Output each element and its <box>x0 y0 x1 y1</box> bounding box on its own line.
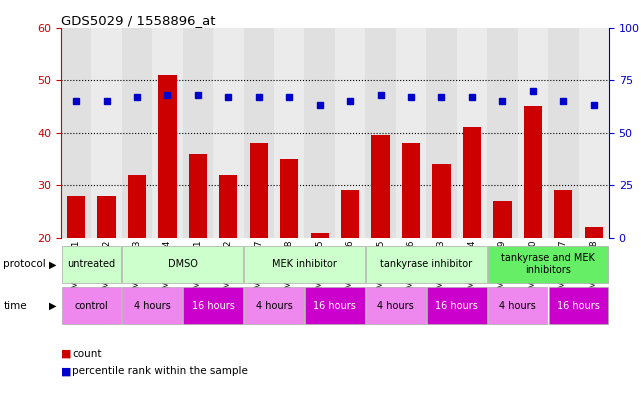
Text: protocol: protocol <box>3 259 46 270</box>
Bar <box>244 28 274 238</box>
Bar <box>371 135 390 238</box>
Bar <box>548 28 578 238</box>
Bar <box>365 28 396 238</box>
Bar <box>244 287 304 324</box>
Bar <box>426 28 456 238</box>
Text: 16 hours: 16 hours <box>557 301 600 310</box>
Text: ■: ■ <box>61 366 71 376</box>
Text: DMSO: DMSO <box>168 259 197 269</box>
Bar <box>188 154 207 238</box>
Bar <box>128 174 146 238</box>
Bar <box>487 28 518 238</box>
Text: 16 hours: 16 hours <box>435 301 478 310</box>
Bar <box>493 201 512 238</box>
Bar <box>183 28 213 238</box>
Bar <box>280 159 298 238</box>
Bar <box>366 287 426 324</box>
Bar <box>366 246 487 283</box>
Text: 4 hours: 4 hours <box>134 301 171 310</box>
Text: GDS5029 / 1558896_at: GDS5029 / 1558896_at <box>61 14 215 27</box>
Bar <box>122 246 243 283</box>
Bar <box>585 227 603 238</box>
Text: ■: ■ <box>61 349 71 359</box>
Text: 16 hours: 16 hours <box>313 301 356 310</box>
Bar <box>427 287 487 324</box>
Bar <box>463 127 481 238</box>
Bar <box>213 28 244 238</box>
Bar <box>335 28 365 238</box>
Bar <box>488 246 608 283</box>
Text: ▶: ▶ <box>49 301 56 311</box>
Bar <box>153 28 183 238</box>
Bar <box>97 196 115 238</box>
Bar <box>518 28 548 238</box>
Bar <box>549 287 608 324</box>
Text: 16 hours: 16 hours <box>192 301 235 310</box>
Bar <box>158 75 176 238</box>
Bar <box>304 28 335 238</box>
Bar <box>219 174 237 238</box>
Bar <box>92 28 122 238</box>
Bar <box>61 28 92 238</box>
Text: 4 hours: 4 hours <box>499 301 536 310</box>
Text: count: count <box>72 349 102 359</box>
Text: untreated: untreated <box>67 259 115 269</box>
Bar <box>67 196 85 238</box>
Text: tankyrase inhibitor: tankyrase inhibitor <box>380 259 472 269</box>
Bar <box>305 287 365 324</box>
Bar <box>432 164 451 238</box>
Bar <box>402 143 420 238</box>
Bar <box>62 287 121 324</box>
Bar <box>122 28 153 238</box>
Bar <box>488 287 547 324</box>
Text: time: time <box>3 301 27 311</box>
Bar <box>396 28 426 238</box>
Text: tankyrase and MEK
inhibitors: tankyrase and MEK inhibitors <box>501 253 595 275</box>
Bar <box>122 287 182 324</box>
Text: ▶: ▶ <box>49 259 56 270</box>
Bar <box>341 191 359 238</box>
Text: MEK inhibitor: MEK inhibitor <box>272 259 337 269</box>
Bar <box>244 246 365 283</box>
Bar <box>310 233 329 238</box>
Text: 4 hours: 4 hours <box>378 301 414 310</box>
Bar <box>274 28 304 238</box>
Text: percentile rank within the sample: percentile rank within the sample <box>72 366 248 376</box>
Bar <box>183 287 243 324</box>
Bar <box>62 246 121 283</box>
Bar <box>524 107 542 238</box>
Bar <box>554 191 572 238</box>
Bar <box>456 28 487 238</box>
Bar <box>249 143 268 238</box>
Text: control: control <box>74 301 108 310</box>
Text: 4 hours: 4 hours <box>256 301 292 310</box>
Bar <box>578 28 609 238</box>
